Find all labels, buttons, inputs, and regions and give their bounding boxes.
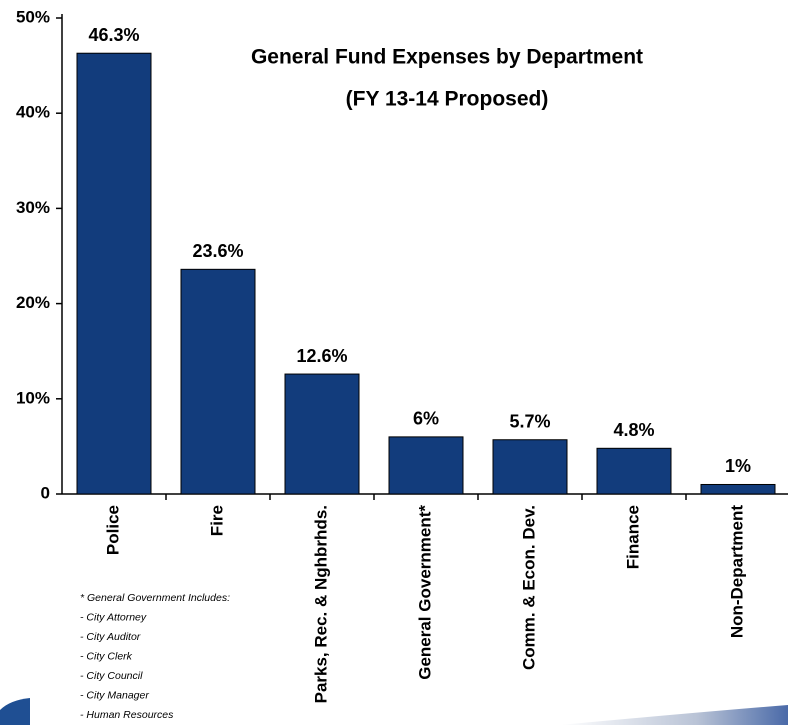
corner-decoration: [560, 705, 788, 725]
bar: [76, 52, 152, 495]
x-tick-label: Non-Department: [727, 505, 746, 639]
corner-decoration: [0, 698, 30, 725]
x-tick-label: General Government*: [415, 505, 434, 680]
bar: [596, 447, 672, 495]
x-tick-label: Finance: [623, 505, 642, 569]
bar: [700, 483, 776, 495]
bar: [492, 439, 568, 495]
x-tick-label: Parks, Rec. & Nghbrhds.: [311, 505, 330, 703]
bar: [388, 436, 464, 495]
y-tick-label: 0: [41, 483, 50, 502]
x-tick-label: Fire: [207, 505, 226, 536]
y-tick-label: 10%: [16, 388, 50, 407]
data-label: 4.8%: [613, 420, 654, 440]
footnote: - City Manager: [80, 689, 149, 701]
data-label: 5.7%: [509, 411, 550, 431]
footnote: - City Auditor: [80, 631, 141, 643]
footnote: - Human Resources: [80, 709, 174, 721]
data-label: 12.6%: [296, 346, 347, 366]
footnote: - City Attorney: [80, 611, 147, 623]
y-tick-label: 20%: [16, 293, 50, 312]
footnote: * General Government Includes:: [80, 592, 230, 604]
x-tick-label: Comm. & Econ. Dev.: [519, 505, 538, 670]
data-label: 1%: [725, 456, 751, 476]
y-tick-label: 40%: [16, 103, 50, 122]
x-tick-label: Police: [103, 505, 122, 555]
footnote: - City Council: [80, 670, 143, 682]
data-label: 6%: [413, 409, 439, 429]
chart-subtitle: (FY 13-14 Proposed): [346, 88, 549, 111]
footnote: - City Clerk: [80, 650, 133, 662]
bar: [180, 268, 256, 495]
chart-title: General Fund Expenses by Department: [251, 46, 643, 69]
data-label: 23.6%: [192, 241, 243, 261]
data-label: 46.3%: [88, 25, 139, 45]
y-tick-label: 50%: [16, 7, 50, 26]
y-tick-label: 30%: [16, 198, 50, 217]
bar: [284, 373, 360, 495]
